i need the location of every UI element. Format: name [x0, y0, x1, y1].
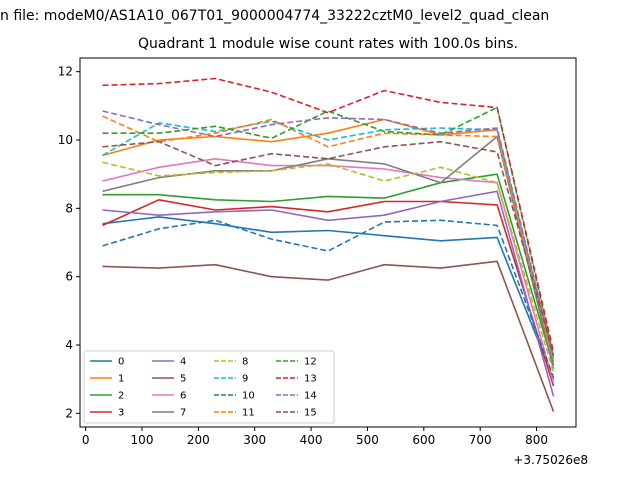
series-line-6 — [102, 158, 555, 383]
legend-label-11: 11 — [242, 408, 255, 419]
plot-frame — [79, 57, 577, 428]
series-line-0 — [102, 216, 555, 380]
legend-label-5: 5 — [180, 374, 186, 385]
chart-title: Quadrant 1 module wise count rates with … — [138, 36, 518, 52]
x-tick-label: 0 — [82, 433, 90, 447]
series-line-12 — [102, 106, 555, 356]
y-tick-label: 4 — [65, 338, 73, 352]
figure-suptitle: n file: modeM0/AS1A10_067T01_9000004774_… — [0, 8, 550, 24]
legend-label-1: 1 — [118, 374, 124, 385]
legend-label-3: 3 — [118, 408, 124, 419]
x-tick-label: 700 — [469, 433, 492, 447]
x-tick-label: 400 — [300, 433, 323, 447]
legend-label-0: 0 — [118, 357, 124, 368]
legend-label-9: 9 — [242, 374, 248, 385]
legend-label-10: 10 — [242, 391, 255, 402]
y-tick-label: 8 — [65, 201, 73, 215]
series-line-4 — [102, 190, 555, 397]
y-tick-label: 2 — [65, 406, 73, 420]
y-tick-label: 10 — [58, 133, 73, 147]
series-line-7 — [102, 135, 555, 370]
x-tick-label: 300 — [243, 433, 266, 447]
x-tick-label: 600 — [412, 433, 435, 447]
legend-label-15: 15 — [304, 408, 317, 419]
series-line-3 — [102, 199, 555, 387]
x-tick-label: 800 — [525, 433, 548, 447]
x-tick-label: 200 — [187, 433, 210, 447]
legend-label-14: 14 — [304, 391, 317, 402]
series-line-14 — [102, 110, 555, 358]
legend-box — [83, 350, 335, 424]
legend-label-4: 4 — [180, 357, 186, 368]
series-line-2 — [102, 173, 555, 366]
x-tick-label: 100 — [131, 433, 154, 447]
legend-label-6: 6 — [180, 391, 186, 402]
y-tick-label: 6 — [65, 270, 73, 284]
x-tick-label: 500 — [356, 433, 379, 447]
legend-label-2: 2 — [118, 391, 124, 402]
y-tick-label: 12 — [58, 65, 73, 79]
series-line-11 — [102, 115, 555, 359]
series-line-8 — [102, 161, 555, 373]
series-line-1 — [102, 118, 555, 363]
x-axis-offset-label: +3.75026e8 — [513, 453, 588, 467]
legend-label-12: 12 — [304, 357, 317, 368]
legend-label-7: 7 — [180, 408, 186, 419]
legend-label-13: 13 — [304, 374, 317, 385]
series-line-10 — [102, 219, 555, 378]
series-line-5 — [102, 260, 555, 412]
legend-label-8: 8 — [242, 357, 248, 368]
series-line-15 — [102, 140, 555, 356]
series-line-9 — [102, 120, 555, 359]
series-line-13 — [102, 77, 555, 352]
